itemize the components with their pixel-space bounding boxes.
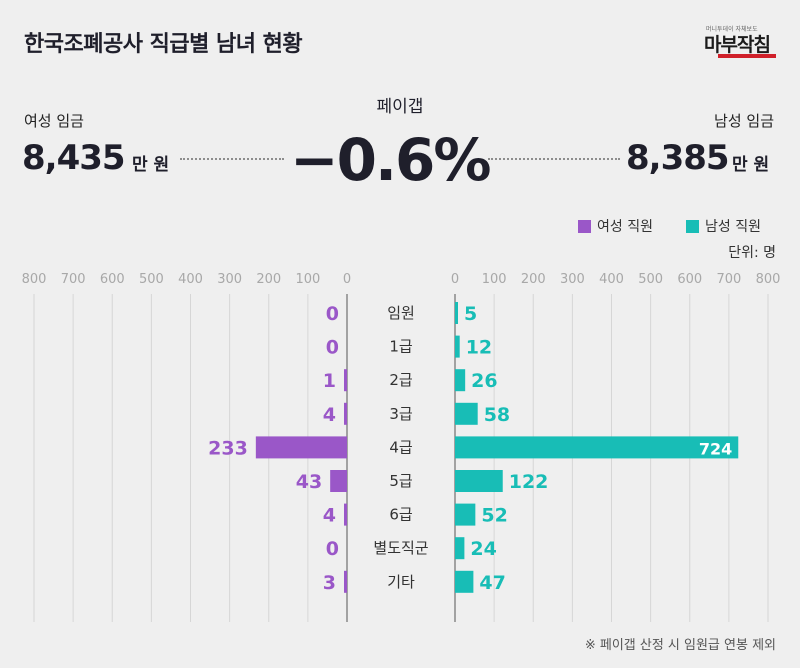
female-bar <box>330 470 347 492</box>
female-value-label: 233 <box>208 437 248 459</box>
category-label: 별도직군 <box>373 539 428 557</box>
female-bar <box>344 570 347 593</box>
male-value-label: 58 <box>484 404 510 426</box>
male-bar <box>455 436 739 459</box>
logo-underline <box>718 54 776 58</box>
dotted-connector-left <box>180 158 284 160</box>
male-bar <box>455 570 474 593</box>
male-value-label: 5 <box>464 303 477 325</box>
male-value-label: 724 <box>699 439 732 458</box>
category-label: 1급 <box>389 338 413 356</box>
legend-male: 남성 직원 <box>686 216 761 236</box>
male-bar <box>455 503 476 526</box>
female-tick-label: 100 <box>295 272 320 287</box>
female-pay-value: 8,435 <box>22 138 126 178</box>
female-tick-label: 400 <box>178 272 203 287</box>
female-pay-unit: 만 원 <box>132 155 170 175</box>
male-bar <box>455 369 466 392</box>
female-value-label: 1 <box>323 370 336 392</box>
female-tick-label: 0 <box>343 272 351 287</box>
male-value-label: 12 <box>466 337 492 359</box>
female-pay-label: 여성 임금 <box>24 112 84 130</box>
footnote: ※ 페이갭 산정 시 임원급 연봉 제외 <box>584 638 776 653</box>
female-bar <box>344 402 347 425</box>
pay-gap-label: 페이갭 <box>376 97 424 117</box>
male-tick-label: 0 <box>451 272 459 287</box>
male-pay-unit: 만 원 <box>732 155 770 175</box>
male-bar <box>455 335 460 358</box>
male-tick-label: 800 <box>756 272 781 287</box>
unit-note: 단위: 명 <box>728 245 776 261</box>
male-value-label: 122 <box>509 471 549 493</box>
male-value-label: 52 <box>481 505 507 527</box>
chart-title: 한국조폐공사 직급별 남녀 현황 <box>24 32 303 57</box>
female-tick-label: 600 <box>100 272 125 287</box>
male-bar <box>455 302 458 324</box>
female-value-label: 3 <box>323 572 336 594</box>
male-value-label: 24 <box>470 538 496 560</box>
female-value-label: 4 <box>323 505 336 527</box>
logo-text: 마부작침 <box>704 34 771 56</box>
male-tick-label: 500 <box>638 272 663 287</box>
male-pay-label: 남성 임금 <box>714 112 774 130</box>
legend-female-label: 여성 직원 <box>597 219 653 235</box>
male-tick-label: 700 <box>716 272 741 287</box>
male-tick-label: 100 <box>482 272 507 287</box>
female-bar <box>344 503 347 526</box>
female-value-label: 0 <box>326 538 339 560</box>
category-label: 4급 <box>389 438 413 456</box>
pay-gap-value: −0.6% <box>290 126 491 194</box>
male-value-label: 47 <box>479 572 505 594</box>
legend-male-label: 남성 직원 <box>705 219 761 235</box>
legend-female-swatch <box>578 219 591 233</box>
female-tick-label: 700 <box>61 272 86 287</box>
category-label: 기타 <box>387 573 415 591</box>
male-bar <box>455 537 465 560</box>
male-tick-label: 600 <box>677 272 702 287</box>
category-label: 3급 <box>389 405 413 423</box>
female-bar <box>255 436 347 459</box>
male-tick-label: 400 <box>599 272 624 287</box>
legend-female: 여성 직원 <box>578 216 653 236</box>
female-tick-label: 300 <box>217 272 242 287</box>
category-label: 5급 <box>389 472 413 490</box>
butterfly-bar-chart: 800 700 600 500 400 300 200 100 0 0 100 200 300 400 50… <box>22 272 781 622</box>
female-value-label: 0 <box>326 337 339 359</box>
female-tick-label: 500 <box>139 272 164 287</box>
male-tick-label: 200 <box>521 272 546 287</box>
female-bar <box>344 369 347 392</box>
dotted-connector-right <box>488 158 620 160</box>
female-value-label: 4 <box>323 404 336 426</box>
female-tick-label: 200 <box>256 272 281 287</box>
category-label: 임원 <box>387 304 415 322</box>
male-pay-value: 8,385 <box>626 138 730 178</box>
category-label: 6급 <box>389 506 413 524</box>
logo-subtext: 머니투데이 자체보도 <box>706 26 758 33</box>
male-bar <box>455 470 503 492</box>
male-value-label: 26 <box>471 370 497 392</box>
male-bar <box>455 402 478 425</box>
male-tick-label: 300 <box>560 272 585 287</box>
female-value-label: 43 <box>296 471 322 493</box>
legend-male-swatch <box>686 219 699 233</box>
brand-logo: 머니투데이 자체보도 마부작침 <box>704 24 778 60</box>
female-value-label: 0 <box>326 303 339 325</box>
category-label: 2급 <box>389 371 413 389</box>
female-tick-label: 800 <box>22 272 47 287</box>
